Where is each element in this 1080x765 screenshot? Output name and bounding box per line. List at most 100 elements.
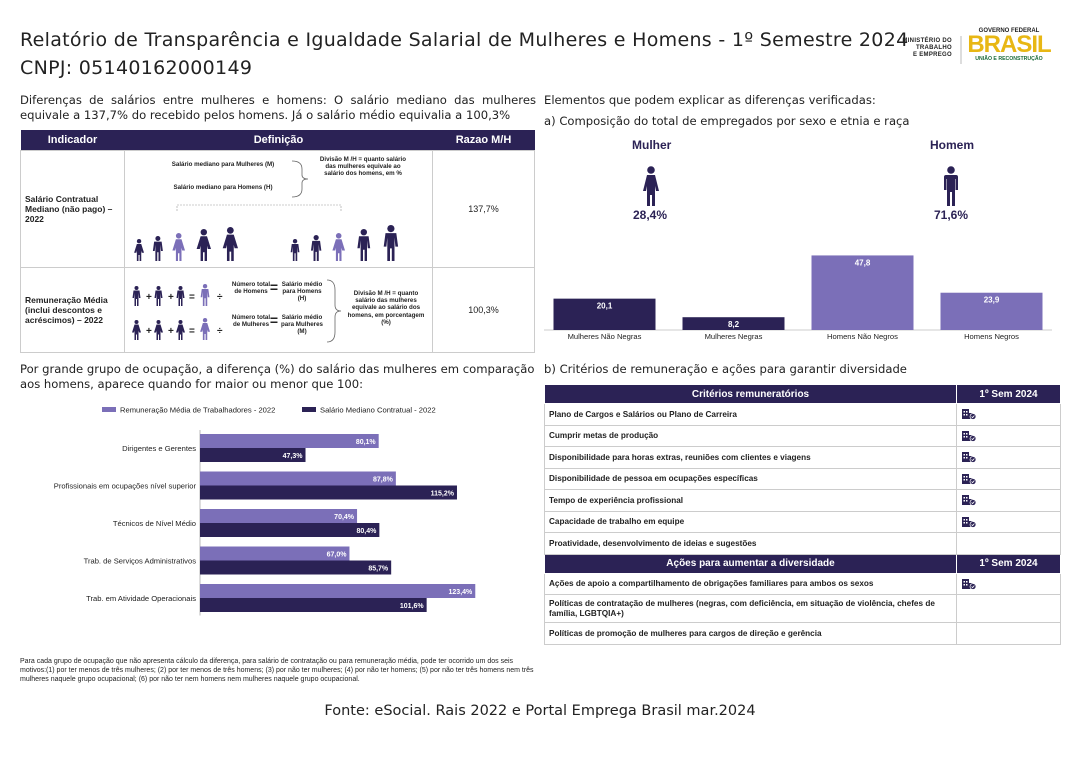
table-row: Capacidade de trabalho em equipe — [544, 510, 1061, 533]
bar-value-label: 67,0% — [327, 552, 348, 559]
bar — [682, 317, 785, 330]
woman-label: Mulher — [632, 138, 672, 152]
section-b-title: b) Critérios de remuneração e ações para… — [544, 362, 907, 376]
table-row: Políticas de contratação de mulheres (ne… — [544, 594, 1061, 623]
salary-intro: Diferenças de salários entre mulheres e … — [20, 93, 536, 122]
bar — [200, 598, 427, 612]
svg-text:÷: ÷ — [217, 326, 223, 337]
category-label: Técnicos de Nível Médio — [113, 519, 196, 528]
row-label: Plano de Cargos e Salários ou Plano de C… — [544, 403, 957, 426]
legend-label: Remuneração Média de Trabalhadores - 202… — [120, 406, 275, 415]
legend-swatch — [102, 407, 116, 412]
gov-logo-sub: UNIÃO E RECONSTRUÇÃO — [975, 56, 1043, 62]
svg-text:+: + — [146, 326, 152, 337]
svg-text:+: + — [168, 326, 174, 337]
row-label: Políticas de promoção de mulheres para c… — [544, 622, 957, 645]
row-label: Ações de apoio a compartilhamento de obr… — [544, 572, 957, 595]
table-row: Tempo de experiência profissional — [544, 489, 1061, 512]
salary-definition-table: Indicador Definição Razao M/H Salário Co… — [20, 130, 535, 353]
category-label: Trab. em Atividade Operacionais — [86, 594, 196, 603]
bar-value-label: 47,3% — [283, 453, 304, 460]
ratio-average: 100,3% — [432, 266, 535, 353]
svg-text:=: = — [189, 326, 195, 337]
diversity-header: Ações para aumentar a diversidade — [544, 553, 957, 574]
diversity-period: 1º Sem 2024 — [956, 553, 1061, 574]
col-ratio: Razao M/H — [432, 130, 535, 150]
man-pct: 71,6% — [934, 208, 969, 222]
ratio-median: 137,7% — [432, 149, 535, 268]
row-check — [956, 594, 1061, 623]
woman-icon — [222, 226, 238, 261]
bar — [811, 255, 914, 330]
bar-value-label: 123,4% — [449, 589, 474, 596]
ministry-divider — [960, 36, 962, 64]
building-check-icon — [962, 473, 977, 485]
bar-value-label: 80,1% — [356, 439, 377, 446]
legend-swatch — [302, 407, 316, 412]
man-icon — [154, 285, 163, 306]
building-check-icon — [962, 452, 977, 464]
woman-icon — [643, 166, 659, 206]
building-check-icon — [962, 516, 977, 528]
people-sum-illustration: + + = ÷ + + = ÷ — [132, 283, 223, 340]
elements-intro: Elementos que podem explicar as diferenç… — [544, 93, 876, 107]
man-icon — [176, 285, 185, 306]
woman-icon — [172, 232, 185, 261]
bar — [553, 298, 656, 330]
table-row: Proatividade, desenvolvimento de ideias … — [544, 532, 1061, 555]
woman-pct: 28,4% — [633, 208, 668, 222]
gov-logo-top: GOVERNO FEDERAL — [978, 28, 1040, 34]
section-a-title: a) Composição do total de empregados por… — [544, 114, 910, 128]
table-row: Remuneração Média (inclui descontos e ac… — [20, 266, 535, 353]
category-label: Profissionais em ocupações nível superio… — [54, 482, 197, 491]
man-icon — [357, 228, 371, 261]
row-check — [956, 489, 1061, 512]
criteria-table: Critérios remuneratórios 1º Sem 2024 Pla… — [544, 384, 1061, 645]
row-check — [956, 424, 1061, 447]
building-check-icon — [962, 578, 977, 590]
bar — [940, 292, 1043, 330]
table-row: Cumprir metas de produção — [544, 424, 1061, 447]
row-check — [956, 403, 1061, 426]
building-check-icon — [962, 409, 977, 421]
row-label: Cumprir metas de produção — [544, 424, 957, 447]
legend-label: Salário Mediano Contratual - 2022 — [320, 406, 436, 415]
bar-value-label: 70,4% — [334, 514, 355, 521]
col-definition: Definição — [124, 130, 433, 150]
ministry-logo: MINISTÉRIO DO TRABALHO E EMPREGO — [902, 38, 952, 58]
man-label: Homem — [930, 138, 975, 152]
bar — [200, 523, 380, 537]
row-label: Proatividade, desenvolvimento de ideias … — [544, 532, 957, 555]
category-label: Trab. de Serviços Administrativos — [84, 557, 197, 566]
composition-chart: 20,1 Mulheres Não Negras 8,2 Mulheres Negra… — [544, 255, 1052, 341]
bar — [200, 584, 476, 598]
man-icon — [132, 285, 141, 306]
table-row: Plano de Cargos e Salários ou Plano de C… — [544, 403, 1061, 426]
category-label: Homens Negros — [964, 332, 1019, 341]
bar-value-label: 80,4% — [356, 528, 377, 535]
table-row: Ações de apoio a compartilhamento de obr… — [544, 572, 1061, 595]
row-label: Disponibilidade para horas extras, reuni… — [544, 446, 957, 469]
woman-icon — [134, 238, 144, 261]
table-row: Disponibilidade para horas extras, reuni… — [544, 446, 1061, 469]
category-label: Homens Não Negros — [827, 332, 898, 341]
definition-median: Salário mediano para Mulheres (M) Salári… — [124, 149, 433, 268]
indicator-median: Salário Contratual Mediano (não pago) – … — [20, 149, 125, 268]
row-check — [956, 510, 1061, 533]
indicator-average: Remuneração Média (inclui descontos e ac… — [20, 266, 125, 353]
building-check-icon — [962, 495, 977, 507]
col-indicator: Indicador — [20, 130, 125, 150]
row-check — [956, 622, 1061, 645]
man-icon — [944, 166, 958, 206]
criteria-period: 1º Sem 2024 — [956, 384, 1061, 404]
bar-value-label: 87,8% — [373, 477, 394, 484]
table-row: Salário Contratual Mediano (não pago) – … — [20, 149, 535, 268]
criteria-header: Critérios remuneratórios — [544, 384, 957, 404]
row-check — [956, 446, 1061, 469]
category-label: Mulheres Negras — [705, 332, 763, 341]
bar-value-label: 20,1 — [597, 302, 613, 311]
bar — [200, 509, 358, 523]
table-row: Disponibilidade de pessoa em ocupações e… — [544, 467, 1061, 490]
row-label: Capacidade de trabalho em equipe — [544, 510, 957, 533]
source: Fonte: eSocial. Rais 2022 e Portal Empre… — [324, 703, 756, 719]
